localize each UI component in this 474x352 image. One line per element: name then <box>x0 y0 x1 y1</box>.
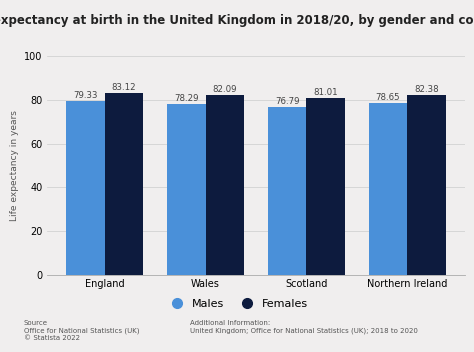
Bar <box>206 95 244 275</box>
Text: Additional Information:
United Kingdom; Office for National Statistics (UK); 201: Additional Information: United Kingdom; … <box>190 320 418 334</box>
Bar <box>369 103 407 275</box>
Text: 76.79: 76.79 <box>275 97 300 106</box>
Bar <box>306 98 345 275</box>
Bar <box>66 101 105 275</box>
Text: 81.01: 81.01 <box>313 88 338 97</box>
Text: 82.09: 82.09 <box>212 85 237 94</box>
Bar <box>105 93 143 275</box>
Bar <box>407 95 446 275</box>
Y-axis label: Life expectancy in years: Life expectancy in years <box>9 110 18 221</box>
Text: Life expectancy at birth in the United Kingdom in 2018/20, by gender and country: Life expectancy at birth in the United K… <box>0 14 474 27</box>
Text: 78.65: 78.65 <box>376 93 401 102</box>
Bar <box>268 107 306 275</box>
Text: 82.38: 82.38 <box>414 85 439 94</box>
Text: Source
Office for National Statistics (UK)
© Statista 2022: Source Office for National Statistics (U… <box>24 320 139 341</box>
Text: 83.12: 83.12 <box>111 83 136 92</box>
Text: 78.29: 78.29 <box>174 94 199 103</box>
Legend: Males, Females: Males, Females <box>161 294 313 313</box>
Bar <box>167 104 206 275</box>
Text: 79.33: 79.33 <box>73 91 98 100</box>
